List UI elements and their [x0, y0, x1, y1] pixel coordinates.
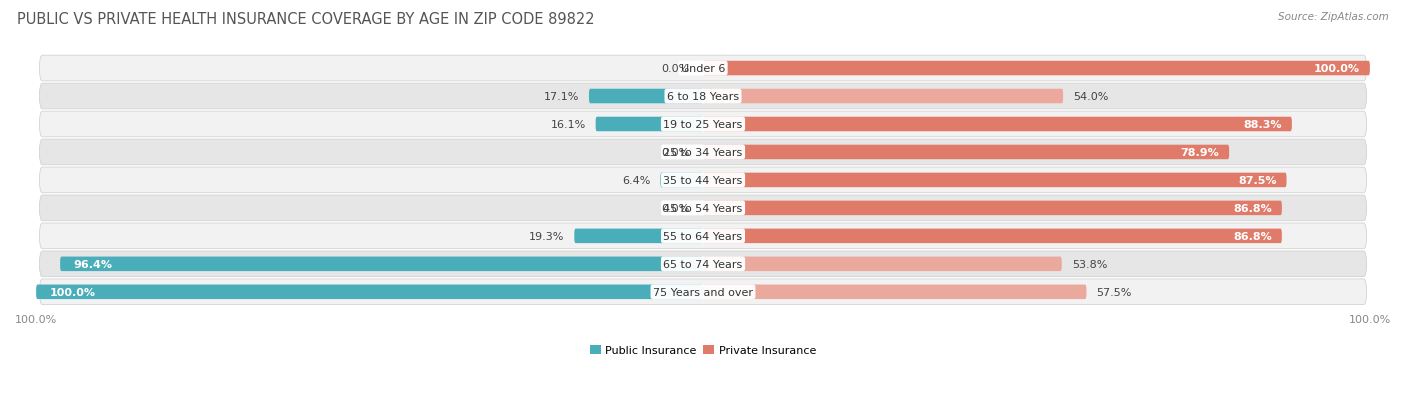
Text: 53.8%: 53.8% [1071, 259, 1107, 269]
Text: 96.4%: 96.4% [73, 259, 112, 269]
Text: 0.0%: 0.0% [661, 147, 690, 158]
Text: 17.1%: 17.1% [544, 92, 579, 102]
Text: 86.8%: 86.8% [1233, 203, 1272, 214]
Text: 16.1%: 16.1% [550, 120, 586, 130]
Text: 86.8%: 86.8% [1233, 231, 1272, 241]
FancyBboxPatch shape [703, 90, 1063, 104]
Text: 25 to 34 Years: 25 to 34 Years [664, 147, 742, 158]
FancyBboxPatch shape [39, 56, 1367, 82]
FancyBboxPatch shape [703, 285, 1087, 299]
FancyBboxPatch shape [60, 257, 703, 271]
FancyBboxPatch shape [39, 252, 1367, 277]
FancyBboxPatch shape [39, 112, 1367, 138]
FancyBboxPatch shape [39, 279, 1367, 305]
Text: 65 to 74 Years: 65 to 74 Years [664, 259, 742, 269]
FancyBboxPatch shape [574, 229, 703, 244]
Text: 35 to 44 Years: 35 to 44 Years [664, 176, 742, 185]
Text: 78.9%: 78.9% [1181, 147, 1219, 158]
FancyBboxPatch shape [39, 223, 1367, 249]
FancyBboxPatch shape [39, 140, 1367, 166]
Text: 6.4%: 6.4% [621, 176, 651, 185]
FancyBboxPatch shape [39, 195, 1367, 221]
Text: 55 to 64 Years: 55 to 64 Years [664, 231, 742, 241]
FancyBboxPatch shape [703, 145, 1229, 160]
Text: 6 to 18 Years: 6 to 18 Years [666, 92, 740, 102]
Text: 54.0%: 54.0% [1073, 92, 1108, 102]
Text: 19.3%: 19.3% [529, 231, 564, 241]
Text: 19 to 25 Years: 19 to 25 Years [664, 120, 742, 130]
Text: 45 to 54 Years: 45 to 54 Years [664, 203, 742, 214]
Text: 75 Years and over: 75 Years and over [652, 287, 754, 297]
FancyBboxPatch shape [703, 229, 1282, 244]
FancyBboxPatch shape [39, 84, 1367, 109]
FancyBboxPatch shape [39, 168, 1367, 193]
Text: 0.0%: 0.0% [661, 64, 690, 74]
Text: 100.0%: 100.0% [49, 287, 96, 297]
Text: 0.0%: 0.0% [661, 203, 690, 214]
Text: 57.5%: 57.5% [1097, 287, 1132, 297]
FancyBboxPatch shape [703, 257, 1062, 271]
FancyBboxPatch shape [661, 173, 703, 188]
Legend: Public Insurance, Private Insurance: Public Insurance, Private Insurance [585, 341, 821, 360]
Text: 87.5%: 87.5% [1239, 176, 1277, 185]
Text: Source: ZipAtlas.com: Source: ZipAtlas.com [1278, 12, 1389, 22]
FancyBboxPatch shape [703, 201, 1282, 216]
Text: Under 6: Under 6 [681, 64, 725, 74]
Text: PUBLIC VS PRIVATE HEALTH INSURANCE COVERAGE BY AGE IN ZIP CODE 89822: PUBLIC VS PRIVATE HEALTH INSURANCE COVER… [17, 12, 595, 27]
Text: 88.3%: 88.3% [1243, 120, 1282, 130]
FancyBboxPatch shape [596, 117, 703, 132]
FancyBboxPatch shape [703, 117, 1292, 132]
FancyBboxPatch shape [703, 173, 1286, 188]
Text: 100.0%: 100.0% [1313, 64, 1360, 74]
FancyBboxPatch shape [589, 90, 703, 104]
FancyBboxPatch shape [37, 285, 703, 299]
FancyBboxPatch shape [703, 62, 1369, 76]
